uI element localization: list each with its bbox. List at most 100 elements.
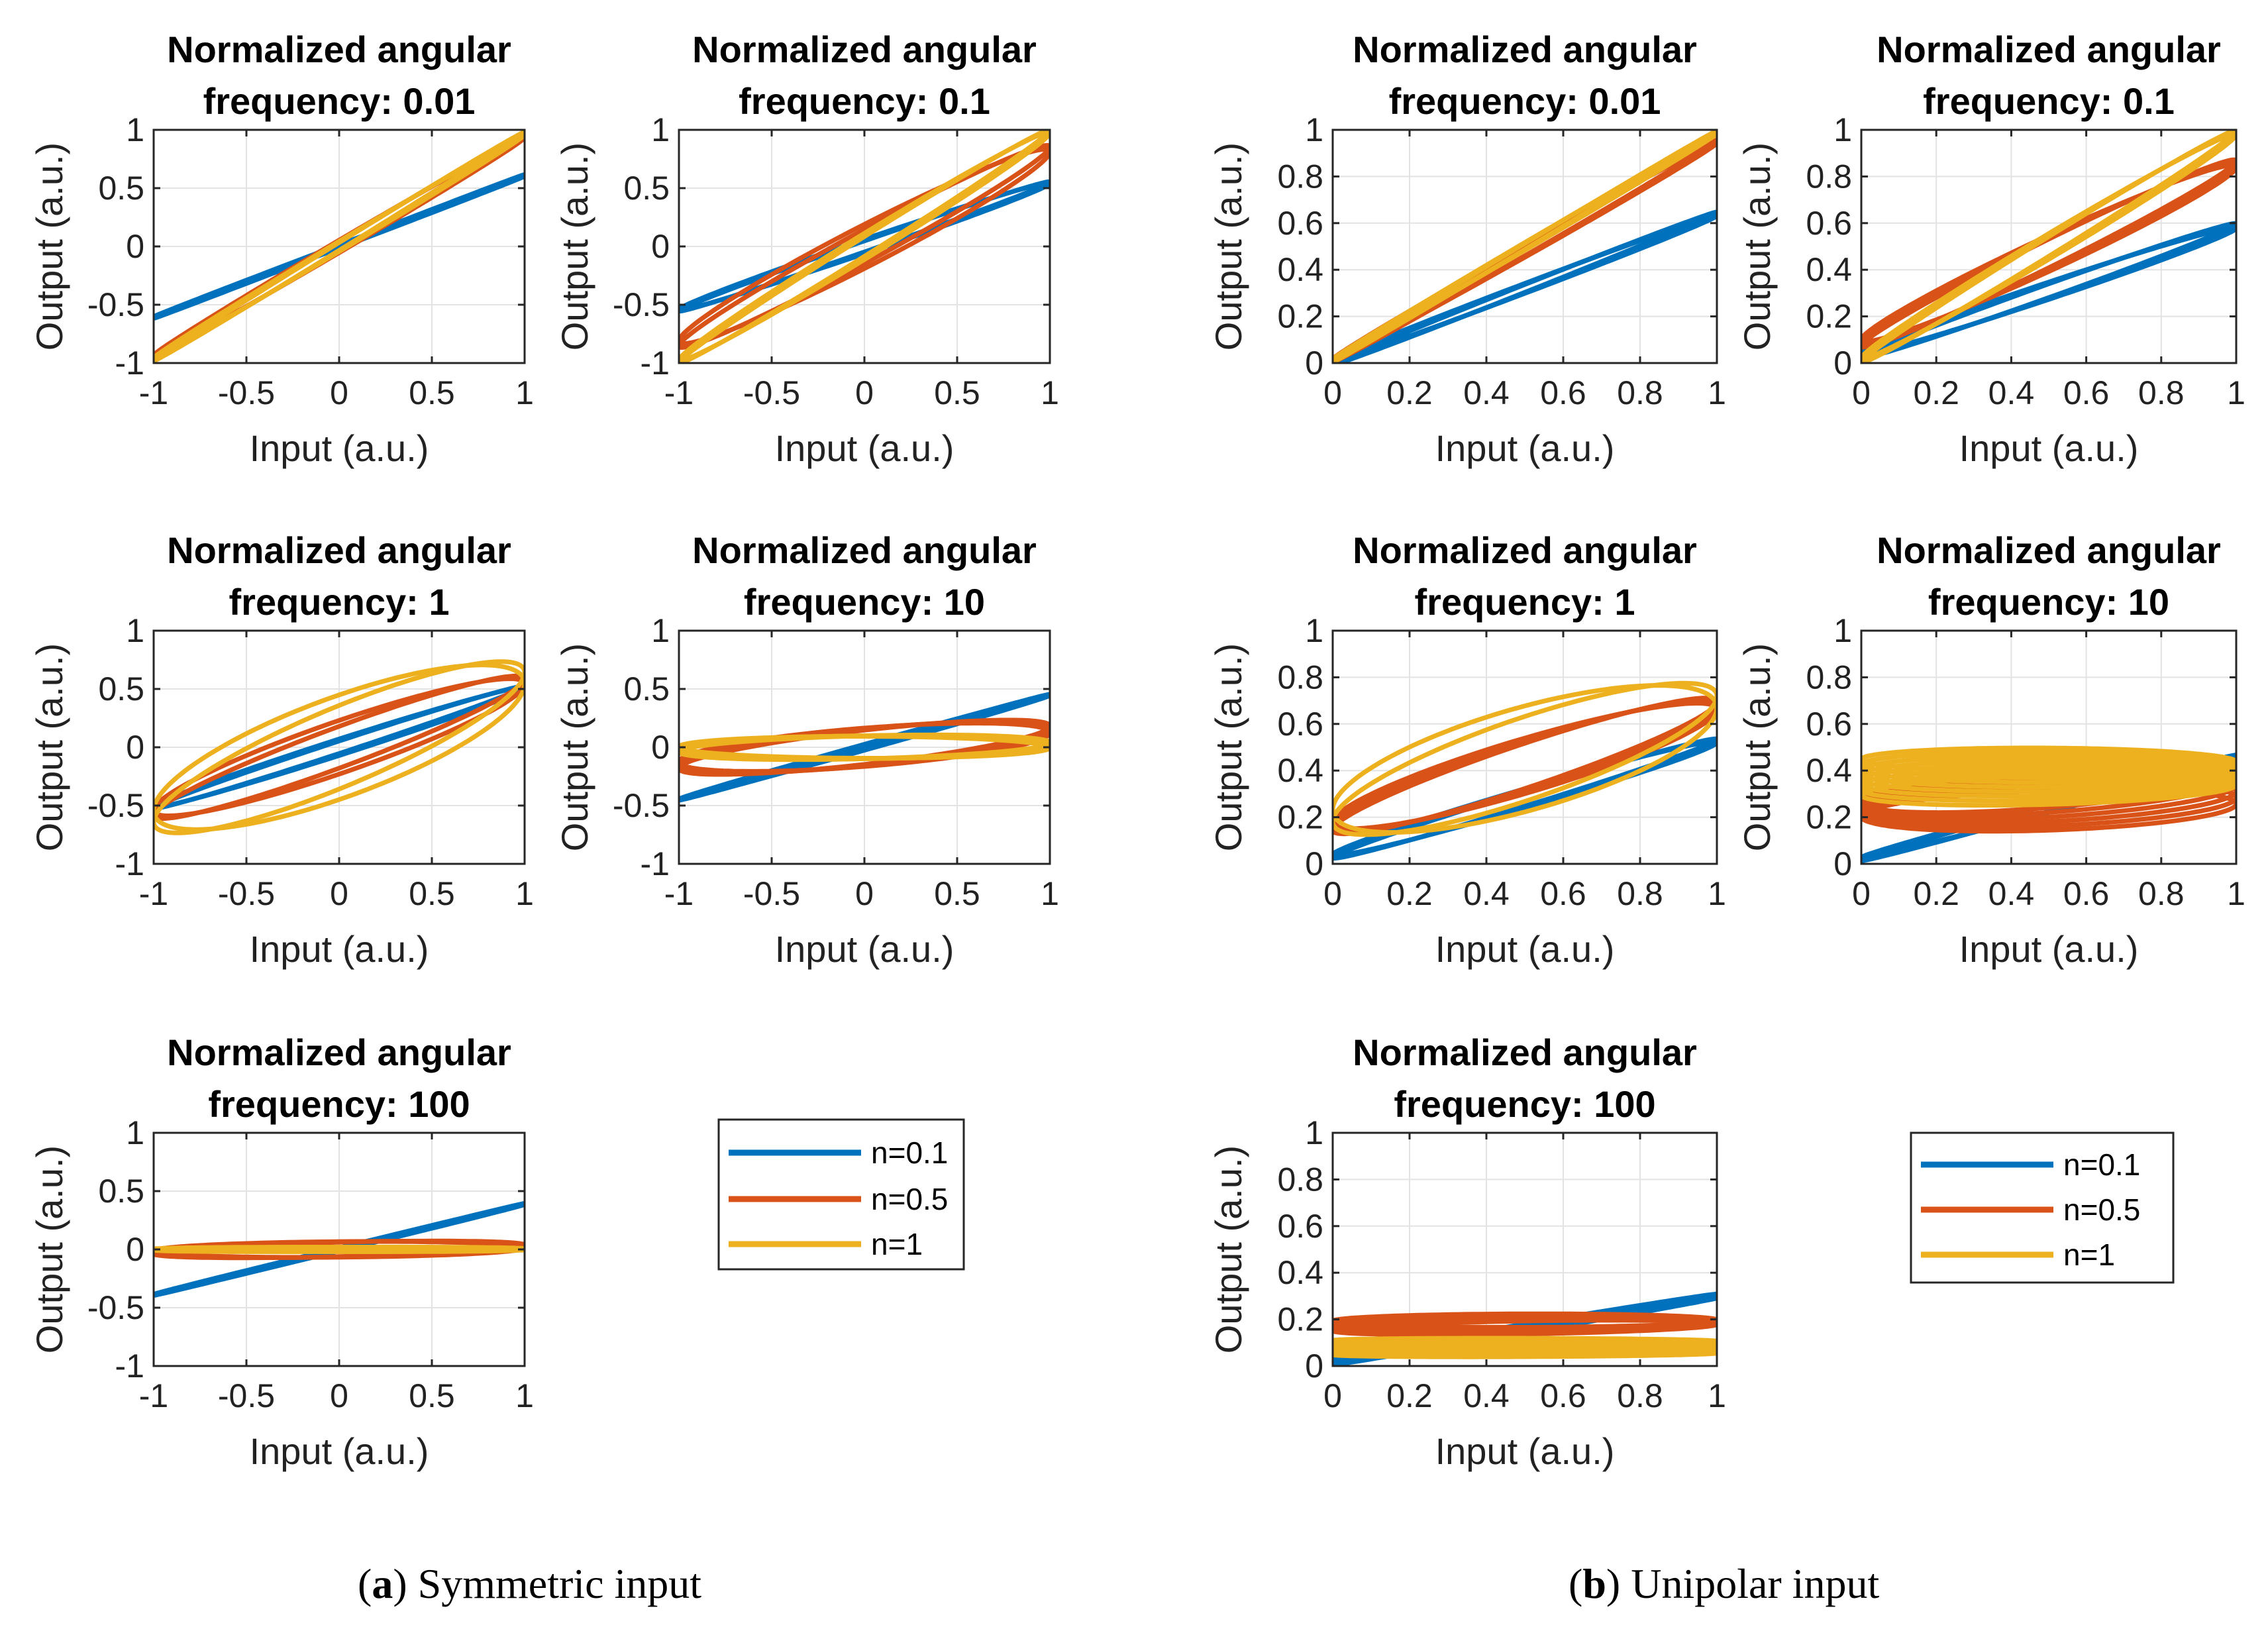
x-tick-label: -1 xyxy=(664,875,694,912)
series-line xyxy=(1861,757,2236,790)
series-line xyxy=(1861,764,2236,799)
y-tick-label: -1 xyxy=(115,344,144,382)
y-tick-label: 0.4 xyxy=(1806,251,1852,288)
x-tick-label: 1 xyxy=(1041,875,1059,912)
plot-title: Normalized angular xyxy=(1877,28,2221,70)
x-tick-label: 0.5 xyxy=(934,875,980,912)
y-tick-label: 0.2 xyxy=(1277,799,1323,836)
x-tick-label: 0.4 xyxy=(1988,875,2035,912)
y-tick-label: 0.5 xyxy=(98,1173,144,1210)
x-tick-label: 0.8 xyxy=(1617,875,1663,912)
y-tick-label: 0.6 xyxy=(1277,706,1323,743)
series-line xyxy=(1861,749,2236,780)
y-tick-label: 0.2 xyxy=(1806,799,1852,836)
series-group xyxy=(154,659,525,835)
series-line xyxy=(154,1245,525,1254)
legend-label: n=0.5 xyxy=(2063,1192,2140,1227)
series-group xyxy=(1861,745,2236,863)
y-tick-label: 1 xyxy=(1305,111,1323,148)
x-axis-label: Input (a.u.) xyxy=(1435,928,1615,970)
series-group xyxy=(679,130,1050,363)
x-axis-label: Input (a.u.) xyxy=(775,427,954,469)
series-group xyxy=(154,130,525,363)
x-tick-label: -0.5 xyxy=(743,875,800,912)
axes-box xyxy=(1331,129,1718,364)
series-line xyxy=(1861,745,2236,776)
y-axis-label: Output (a.u.) xyxy=(28,142,70,350)
y-axis-label: Output (a.u.) xyxy=(1736,142,1778,350)
plot-title: frequency: 0.01 xyxy=(1389,80,1661,122)
x-axis-label: Input (a.u.) xyxy=(250,1430,429,1472)
x-tick-label: 0.8 xyxy=(1617,374,1663,411)
x-tick-label: 0.5 xyxy=(409,875,455,912)
series-group xyxy=(154,1200,525,1298)
series-line xyxy=(1861,761,2236,794)
x-tick-label: 0.4 xyxy=(1463,374,1510,411)
panels: -1 -0.5 0 0.5 1 -1 -0.5 0 0.5 1 Input (a.u.) Output… xyxy=(28,28,2245,1472)
subplot: 0 0.2 0.4 0.6 0.8 1 0 0.2 0.4 0.6 0.8 1 Input (a.u.)… xyxy=(1208,28,1726,469)
y-tick-label: 1 xyxy=(1833,111,1852,148)
x-tick-label: 0.6 xyxy=(1540,1377,1586,1414)
plot-title: Normalized angular xyxy=(167,529,511,571)
subplot: 0 0.2 0.4 0.6 0.8 1 0 0.2 0.4 0.6 0.8 1 Input (a.u.)… xyxy=(1736,28,2245,469)
y-tick-label: -1 xyxy=(115,845,144,882)
x-tick-label: -1 xyxy=(139,374,168,411)
y-tick-label: 0.5 xyxy=(623,670,670,708)
y-axis-label: Output (a.u.) xyxy=(1208,142,1249,350)
series-line xyxy=(1861,131,2236,362)
caption-unipolar: (b) Unipolar input xyxy=(1569,1560,1880,1607)
y-tick-label: 0.4 xyxy=(1277,251,1323,288)
plot-title: frequency: 1 xyxy=(1415,581,1635,623)
plot-title: frequency: 10 xyxy=(744,581,985,623)
x-tick-label: 0 xyxy=(330,374,348,411)
caption-text: Unipolar input xyxy=(1631,1560,1879,1607)
y-tick-label: 0.4 xyxy=(1806,752,1852,789)
y-tick-label: 0.5 xyxy=(623,170,670,207)
y-tick-label: 0.8 xyxy=(1277,158,1323,195)
plot-title: frequency: 0.01 xyxy=(203,80,476,122)
y-tick-label: -1 xyxy=(115,1347,144,1385)
y-tick-label: 0.8 xyxy=(1277,658,1323,696)
series-group xyxy=(1861,130,2236,363)
y-tick-label: -1 xyxy=(641,344,670,382)
x-tick-label: 0.2 xyxy=(1386,875,1433,912)
y-tick-label: 1 xyxy=(651,612,670,649)
y-tick-label: 0.6 xyxy=(1806,205,1852,242)
y-tick-label: 0 xyxy=(1305,344,1323,382)
plot-title: Normalized angular xyxy=(1353,529,1697,571)
caption-letter: b xyxy=(1582,1560,1606,1607)
legend-unipolar: n=0.1 n=0.5 n=1 xyxy=(1910,1131,2175,1284)
x-tick-label: 1 xyxy=(515,875,534,912)
y-tick-label: 1 xyxy=(126,111,144,148)
x-tick-label: -0.5 xyxy=(218,374,275,411)
x-tick-label: 0.8 xyxy=(2138,875,2185,912)
y-tick-label: 0.6 xyxy=(1806,706,1852,743)
plot-title: frequency: 1 xyxy=(229,581,450,623)
x-tick-label: 0.4 xyxy=(1463,875,1510,912)
plot-title: frequency: 100 xyxy=(208,1083,470,1125)
series-line xyxy=(1333,683,1717,835)
x-tick-label: 0 xyxy=(855,374,874,411)
y-tick-label: 0.8 xyxy=(1806,158,1852,195)
series-line xyxy=(1333,131,1717,362)
x-tick-label: 0.2 xyxy=(1913,875,1959,912)
plot-title: Normalized angular xyxy=(167,1031,511,1073)
series-line xyxy=(1333,213,1717,363)
y-tick-label: 0 xyxy=(126,228,144,265)
x-tick-label: 1 xyxy=(1708,1377,1726,1414)
subplot: 0 0.2 0.4 0.6 0.8 1 0 0.2 0.4 0.6 0.8 1 Input (a.u.)… xyxy=(1208,1031,1726,1472)
x-tick-label: 0 xyxy=(855,875,874,912)
x-tick-label: 1 xyxy=(515,374,534,411)
subplot: -1 -0.5 0 0.5 1 -1 -0.5 0 0.5 1 Input (a.u.) Output… xyxy=(28,529,534,970)
y-tick-label: 1 xyxy=(1305,612,1323,649)
y-tick-label: 1 xyxy=(1305,1114,1323,1151)
x-axis-label: Input (a.u.) xyxy=(250,427,429,469)
x-tick-label: 0.2 xyxy=(1913,374,1959,411)
x-tick-label: 0.5 xyxy=(409,374,455,411)
y-axis-label: Output (a.u.) xyxy=(28,643,70,851)
x-tick-label: 0.2 xyxy=(1386,374,1433,411)
x-tick-label: 0 xyxy=(1323,1377,1342,1414)
legend-label: n=1 xyxy=(871,1227,923,1261)
plot-title: frequency: 10 xyxy=(1928,581,2169,623)
legend-label: n=1 xyxy=(2063,1237,2115,1272)
